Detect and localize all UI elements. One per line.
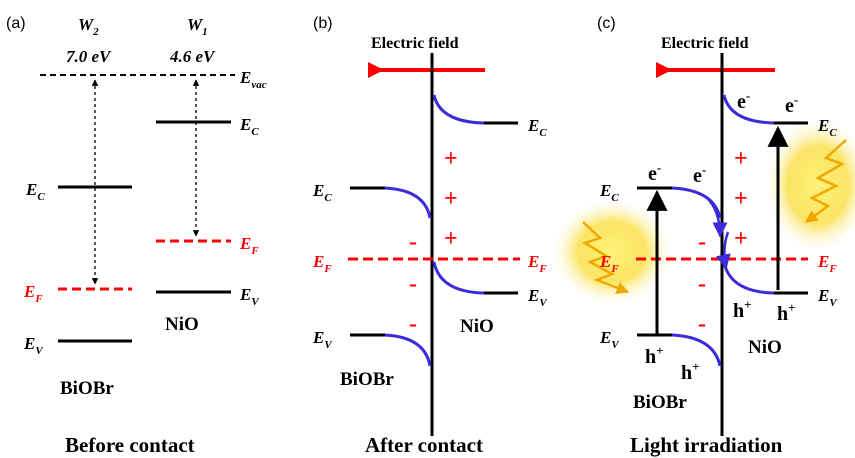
biobr-vb-bent-c [671,333,722,367]
w2-label: W2 [78,15,99,38]
light-wave-icon-right [804,139,847,224]
minus-charge-b1: - [409,229,417,255]
hole-label-2: h+ [681,359,700,384]
biobr-label: BiOBr [60,378,114,399]
biobr-ev-label-b: EV [312,328,333,351]
nio-label-b: NiO [460,316,494,337]
electron-label-4: e- [785,92,798,117]
panel-b-label: (b) [313,15,333,32]
hole-label-1: h+ [645,343,664,368]
ef-right-label-c: EF [817,252,837,275]
nio-label: NiO [165,314,199,335]
biobr-ec-label-b: EC [312,181,332,204]
biobr-cb-bent [384,186,432,219]
minus-charge-c2: - [698,271,706,297]
panel-a-caption: Before contact [65,433,195,457]
plus-charge-c3: + [734,226,748,252]
plus-charge-c2: + [734,186,748,212]
nio-ev-label-c: EV [817,286,838,309]
ef-left-label-c: EF [599,252,619,275]
panel-a: (a) W2 7.0 eV W1 4.6 eV Evac EC EF EV EC… [6,15,267,457]
w1-value: 4.6 eV [169,47,216,66]
light-wave-icon-left [582,221,630,294]
biobr-ec-label-c: EC [599,181,619,204]
hole-label-4: h+ [777,300,796,325]
hole-label-3: h+ [733,297,752,322]
nio-ec-label-b: EC [527,116,547,139]
electron-label-3: e- [737,88,750,113]
minus-charge-c1: - [698,229,706,255]
nio-cb-bent [432,94,485,125]
panel-c-label: (c) [597,15,616,32]
minus-charge-b2: - [409,271,417,297]
ef-left-label-b: EF [312,252,332,275]
electron-transfer-arrow [705,196,728,238]
light-glow-right [763,115,855,255]
panel-c: (c) Electric field EC EV EC EV EF EF [550,15,855,457]
minus-charge-c3: - [698,311,706,337]
electric-field-label-c: Electric field [661,35,749,52]
biobr-label-c: BiOBr [633,392,687,413]
biobr-vb-bent [384,333,432,367]
hole-transfer-arrow [716,231,731,270]
panel-b: (b) Electric field EC EV EC EV EF EF + +… [312,15,548,457]
w1-label: W1 [187,15,208,38]
electron-label-2: e- [693,162,706,187]
nio-label-c: NiO [748,337,782,358]
biobr-label-b: BiOBr [340,369,394,390]
biobr-ev-label-c: EV [599,328,620,351]
plus-charge-b3: + [444,226,458,252]
evac-label: Evac [239,68,267,91]
biobr-ef-label: EF [23,282,43,305]
nio-cb-bent-c [722,94,775,125]
light-glow-left [550,197,674,307]
plus-charge-b1: + [444,146,458,172]
minus-charge-b3: - [409,311,417,337]
panel-b-caption: After contact [365,433,483,457]
nio-vb-bent [432,261,485,295]
biobr-ev-label: EV [23,334,44,357]
biobr-cb-bent-c [671,186,722,219]
biobr-ec-label: EC [25,180,45,203]
electron-label-1: e- [648,160,661,185]
plus-charge-b2: + [444,186,458,212]
ef-right-label-b: EF [527,252,547,275]
electric-field-label-b: Electric field [371,35,459,52]
nio-ec-label: EC [239,115,259,138]
nio-ec-label-c: EC [817,116,837,139]
panel-c-caption: Light irradiation [630,433,783,457]
nio-ev-label: EV [239,285,260,308]
w2-value: 7.0 eV [66,47,112,66]
nio-vb-bent-c [722,261,775,295]
panel-a-label: (a) [6,15,26,32]
plus-charge-c1: + [734,146,748,172]
nio-ef-label: EF [239,234,259,257]
nio-ev-label-b: EV [527,286,548,309]
